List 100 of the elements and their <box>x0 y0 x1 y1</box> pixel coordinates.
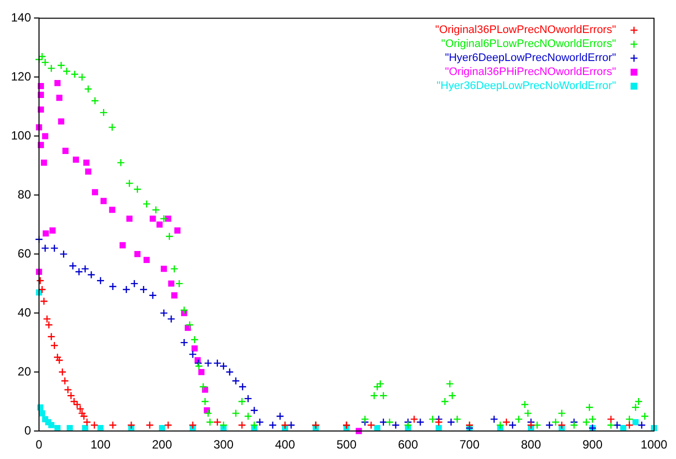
point <box>167 314 176 324</box>
point <box>55 356 64 364</box>
point <box>194 359 202 368</box>
point <box>127 421 136 430</box>
point <box>54 80 61 86</box>
point <box>410 415 418 424</box>
point <box>436 424 442 432</box>
x-tick-label: 600 <box>398 437 418 452</box>
point <box>42 230 49 237</box>
y-tick-label: 60 <box>18 246 32 260</box>
x-tick-label: 0 <box>36 437 43 452</box>
point <box>130 279 138 288</box>
point <box>434 418 443 426</box>
point <box>545 421 554 430</box>
point <box>606 415 616 424</box>
point <box>392 421 400 430</box>
point <box>367 421 376 430</box>
point <box>42 133 48 140</box>
point <box>60 376 69 385</box>
point <box>156 222 163 228</box>
point <box>226 368 234 376</box>
point <box>122 285 130 294</box>
point <box>58 368 66 376</box>
point <box>49 227 56 234</box>
y-tick-label: 20 <box>18 364 32 378</box>
point <box>446 418 456 426</box>
point <box>168 280 174 287</box>
point <box>502 418 511 426</box>
x-tick-label: 100 <box>90 437 111 452</box>
legend-label: "Hyer36DeepLowPrecNoWorldError" <box>436 80 616 92</box>
point <box>171 292 178 298</box>
point <box>160 266 167 272</box>
x-tick-label: 300 <box>214 437 234 452</box>
point <box>638 421 646 430</box>
point <box>164 421 172 430</box>
point <box>250 406 258 414</box>
point <box>379 418 388 426</box>
point <box>83 160 90 166</box>
point <box>40 297 48 306</box>
point <box>36 276 44 285</box>
legend-label: "Hyer6DeepLowPrecNoworldError" <box>444 52 616 64</box>
point <box>39 410 46 416</box>
point <box>109 206 116 213</box>
point <box>238 421 246 430</box>
legend-label: "Original6PLowPrecNOworldErrors" <box>441 38 616 50</box>
point <box>97 424 104 432</box>
point <box>268 421 277 430</box>
point <box>100 198 107 204</box>
point <box>47 332 56 341</box>
point <box>56 94 62 101</box>
point <box>213 418 222 426</box>
point <box>150 216 156 222</box>
point <box>620 424 626 432</box>
point <box>54 424 61 432</box>
point <box>287 421 296 430</box>
point <box>48 422 54 428</box>
point <box>62 148 69 154</box>
point <box>180 338 188 347</box>
point <box>96 276 105 285</box>
point <box>374 424 380 432</box>
point <box>85 168 92 175</box>
legend-label: "Original36PHiPrecNOworldErrors" <box>444 66 616 78</box>
point <box>232 376 240 385</box>
point <box>174 227 180 234</box>
point <box>58 118 64 124</box>
y-tick-label: 140 <box>10 10 32 25</box>
x-tick-label: 200 <box>152 437 172 452</box>
y-tick-label: 120 <box>10 69 32 84</box>
point <box>625 421 634 430</box>
point <box>38 285 46 294</box>
point <box>416 418 424 426</box>
point <box>40 160 48 166</box>
point <box>120 242 126 248</box>
point <box>90 421 98 430</box>
point <box>72 156 79 163</box>
x-tick-label: 800 <box>520 437 542 452</box>
point <box>134 251 140 258</box>
point <box>158 424 166 432</box>
point <box>558 421 566 430</box>
point <box>50 244 58 252</box>
y-tick-label: 40 <box>18 305 32 320</box>
point <box>108 421 117 430</box>
point <box>126 216 132 222</box>
point <box>50 341 58 350</box>
x-tick-label: 400 <box>274 437 296 452</box>
point <box>146 421 154 430</box>
point <box>204 359 212 368</box>
y-tick-label: 100 <box>10 128 32 142</box>
point <box>60 250 68 258</box>
point <box>160 308 168 318</box>
point <box>108 282 117 291</box>
point <box>632 419 639 426</box>
point <box>490 415 498 424</box>
x-tick-label: 500 <box>336 437 357 452</box>
point <box>526 421 536 430</box>
point <box>276 412 284 420</box>
y-tick-label: 80 <box>18 187 32 202</box>
x-tick-label: 1000 <box>640 437 668 452</box>
point <box>244 394 252 403</box>
point <box>613 421 622 430</box>
